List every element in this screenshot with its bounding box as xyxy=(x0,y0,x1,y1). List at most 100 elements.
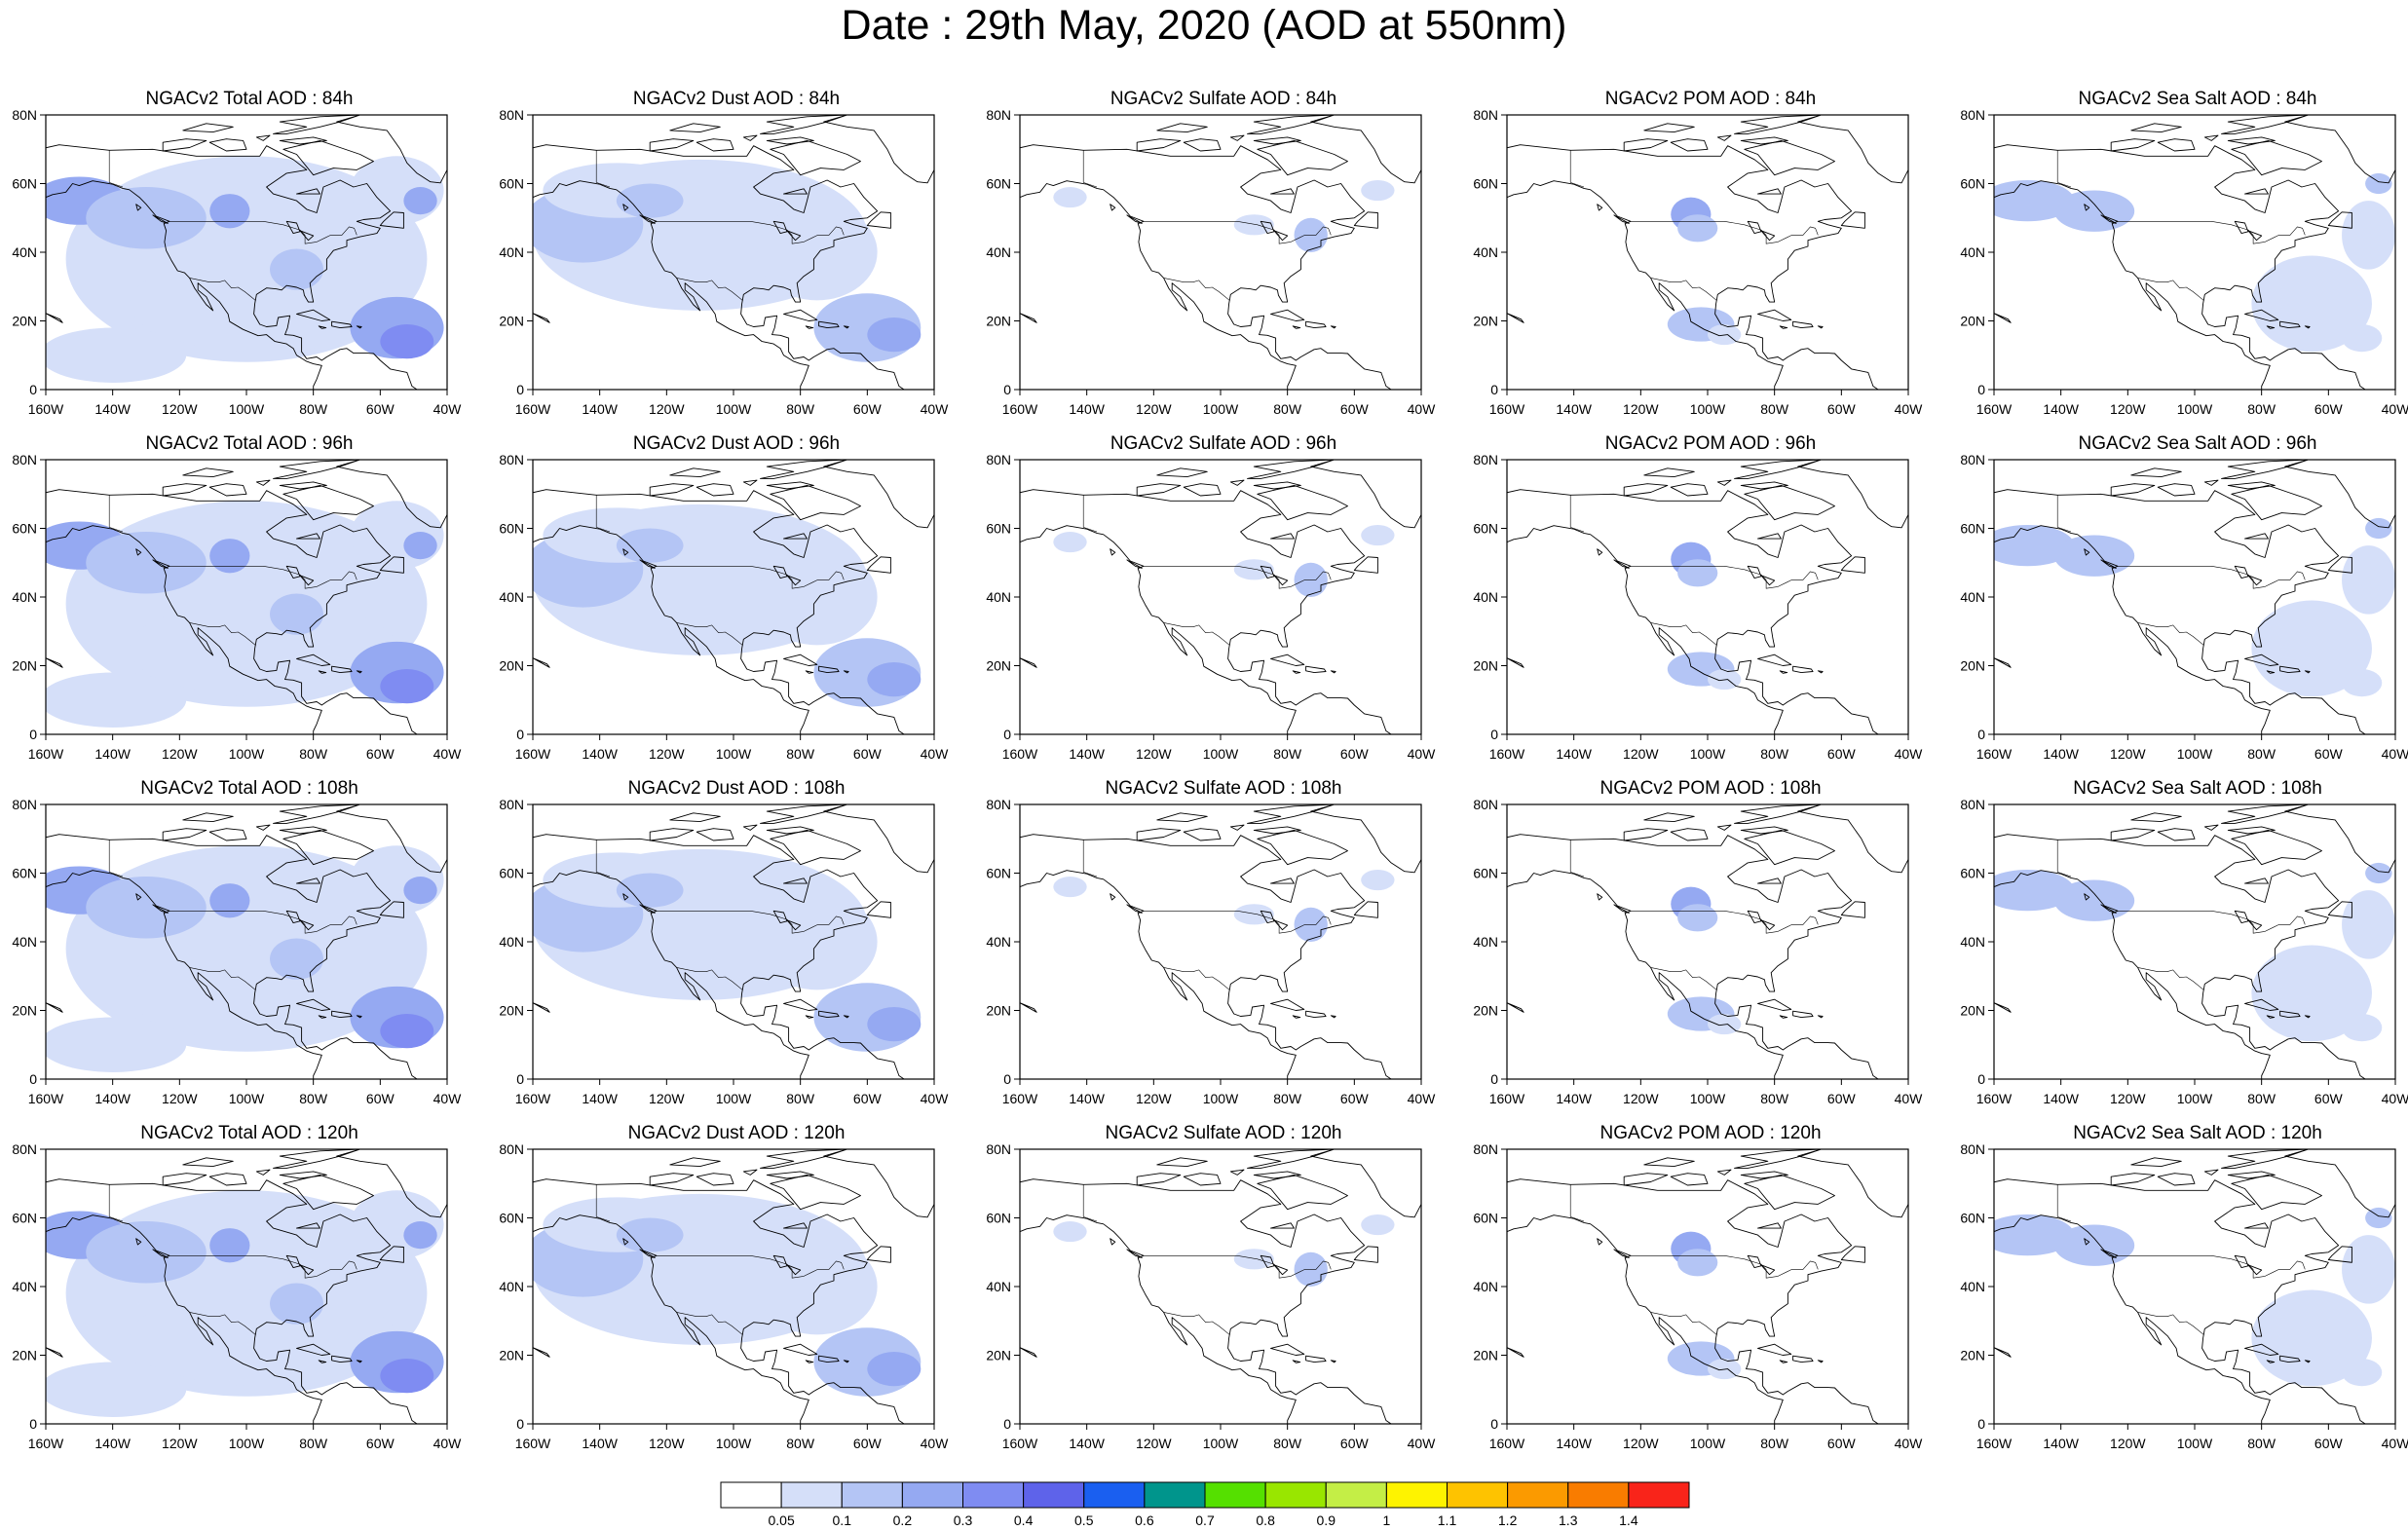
x-tick-label: 160W xyxy=(1976,1091,2013,1106)
aod-region xyxy=(1233,904,1274,925)
aod-region xyxy=(2053,190,2135,232)
national-border xyxy=(2056,150,2072,188)
map-panel-sulfate-84h: NGACv2 Sulfate AOD : 84h 160W 140W 120W 100W… xyxy=(979,89,1468,435)
y-tick-label: 80N xyxy=(499,107,524,123)
aod-field xyxy=(533,804,934,1079)
aod-region xyxy=(403,187,437,215)
island-outline xyxy=(1840,1246,1865,1263)
x-tick-label: 100W xyxy=(229,746,265,762)
map-plot: 160W 140W 120W 100W 80W 60W 40W 0 20N 40N 60N 80N xyxy=(986,452,1436,762)
colorbar-swatch xyxy=(901,1481,963,1509)
island-outline xyxy=(2203,824,2219,831)
island-outline xyxy=(766,826,814,835)
panel-title: NGACv2 Total AOD : 120h xyxy=(140,1123,358,1143)
national-border xyxy=(1144,911,1332,934)
map-plot: 160W 140W 120W 100W 80W 60W 40W 0 20N 40N 60N 80N xyxy=(1473,797,1923,1106)
y-tick-label: 60N xyxy=(1473,1211,1498,1226)
island-outline xyxy=(639,214,656,224)
x-tick-label: 60W xyxy=(1340,1091,1370,1106)
island-outline xyxy=(1305,665,1327,674)
coastlines xyxy=(1994,460,2395,734)
x-tick-label: 40W xyxy=(2382,401,2408,417)
x-tick-label: 160W xyxy=(1002,746,1038,762)
coastlines xyxy=(1020,115,1421,390)
island-outline xyxy=(356,1015,362,1019)
national-border xyxy=(2118,566,2306,589)
colorbar-swatch xyxy=(1264,1481,1327,1509)
continent-outline xyxy=(1020,1178,1392,1424)
map-panel-sulfate-108h: NGACv2 Sulfate AOD : 108h 160W 140W 120W 100… xyxy=(979,778,1468,1125)
island-outline xyxy=(2203,1169,2219,1176)
island-outline xyxy=(2100,904,2117,914)
island-outline xyxy=(162,1173,207,1186)
x-tick-label: 60W xyxy=(366,1436,395,1451)
y-tick-label: 0 xyxy=(29,382,37,397)
national-border xyxy=(1650,278,1717,301)
island-outline xyxy=(1507,1347,1524,1358)
x-tick-label: 120W xyxy=(1623,401,1659,417)
island-outline xyxy=(255,134,271,141)
y-tick-label: 0 xyxy=(1003,727,1011,742)
island-outline xyxy=(1273,230,1289,242)
island-outline xyxy=(742,824,758,831)
island-outline xyxy=(1757,533,1782,540)
x-tick-label: 40W xyxy=(2382,1436,2408,1451)
x-tick-label: 140W xyxy=(2043,746,2079,762)
national-border xyxy=(1650,1312,1717,1335)
island-outline xyxy=(649,483,695,497)
map-plot: 160W 140W 120W 100W 80W 60W 40W 0 20N 40N 60N 80N xyxy=(499,107,949,417)
aod-field xyxy=(1020,804,1421,1079)
island-outline xyxy=(1643,1157,1695,1168)
aod-region xyxy=(1994,1214,2075,1256)
aod-region xyxy=(1361,1214,1395,1236)
colorbar-swatch xyxy=(1507,1481,1569,1509)
map-panel-pom-96h: NGACv2 POM AOD : 96h 160W 140W 120W 100W 80W 6… xyxy=(1466,433,1955,780)
x-tick-label: 140W xyxy=(582,746,618,762)
island-outline xyxy=(2231,139,2322,176)
island-outline xyxy=(1156,123,1208,133)
island-outline xyxy=(669,1157,721,1168)
aod-region xyxy=(2365,1207,2392,1229)
aod-field xyxy=(1020,115,1421,390)
x-tick-label: 100W xyxy=(229,401,265,417)
y-tick-label: 40N xyxy=(1960,934,1985,950)
island-outline xyxy=(279,481,327,490)
y-tick-label: 0 xyxy=(516,1416,524,1432)
national-border xyxy=(1631,911,1819,934)
island-outline xyxy=(2130,467,2182,478)
island-outline xyxy=(742,479,758,486)
x-tick-label: 160W xyxy=(1489,1091,1525,1106)
x-tick-label: 80W xyxy=(299,401,328,417)
aod-region xyxy=(757,204,878,301)
island-outline xyxy=(1260,1254,1275,1269)
x-tick-label: 40W xyxy=(1895,401,1924,417)
y-tick-label: 20N xyxy=(1473,1003,1498,1019)
national-border xyxy=(676,1312,743,1335)
x-tick-label: 100W xyxy=(716,401,752,417)
y-tick-label: 60N xyxy=(986,176,1011,192)
y-tick-label: 20N xyxy=(12,658,37,674)
x-tick-label: 120W xyxy=(2110,1436,2146,1451)
island-outline xyxy=(669,812,721,823)
island-outline xyxy=(2247,230,2263,242)
island-outline xyxy=(1110,204,1116,211)
y-tick-label: 20N xyxy=(12,1348,37,1363)
x-tick-label: 120W xyxy=(162,401,198,417)
national-border xyxy=(2118,1255,2306,1279)
continent-outline xyxy=(533,834,905,1079)
island-outline xyxy=(1613,214,1630,224)
island-outline xyxy=(772,1254,788,1269)
aod-field xyxy=(1994,115,2395,390)
aod-region xyxy=(1053,877,1087,898)
island-outline xyxy=(1020,1347,1037,1358)
map-panel-total-84h: NGACv2 Total AOD : 84h 160W 140W 120W 100W 80… xyxy=(5,89,494,435)
island-outline xyxy=(786,230,802,242)
island-outline xyxy=(2244,878,2269,884)
x-tick-label: 80W xyxy=(2247,401,2276,417)
colorbar-swatch xyxy=(780,1481,843,1509)
national-border xyxy=(1650,622,1717,646)
map-panel-dust-84h: NGACv2 Dust AOD : 84h 160W 140W 120W 100W 80W… xyxy=(492,89,981,435)
island-outline xyxy=(1994,1347,2012,1358)
x-tick-label: 60W xyxy=(2314,1436,2344,1451)
island-outline xyxy=(622,1238,629,1246)
